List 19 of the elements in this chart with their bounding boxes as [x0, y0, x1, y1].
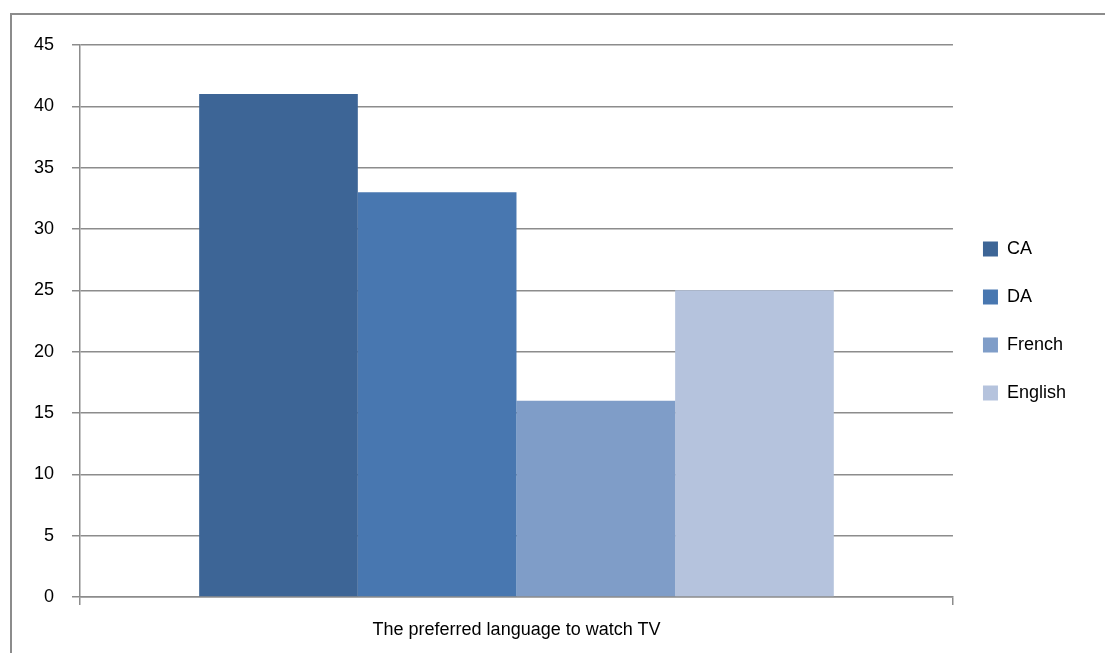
y-tick-label: 15: [33, 401, 54, 422]
legend-label: DA: [1006, 285, 1032, 306]
x-tick-label: The preferred language to watch TV: [372, 618, 661, 639]
bar: [199, 94, 358, 597]
y-tick-label: 30: [33, 217, 54, 238]
legend-label: CA: [1006, 237, 1032, 258]
y-tick-label: 10: [33, 463, 54, 484]
bar: [516, 400, 676, 597]
y-tick-label: 35: [33, 156, 54, 177]
y-tick-label: 5: [43, 524, 54, 545]
bar: [357, 192, 517, 597]
legend-label: English: [1006, 381, 1067, 402]
legend-label: French: [1006, 333, 1063, 354]
y-tick-label: 20: [33, 340, 54, 361]
y-tick-label: 0: [43, 585, 54, 606]
y-tick-label: 40: [33, 95, 54, 116]
bar: [675, 290, 834, 597]
y-tick-label: 25: [33, 279, 54, 300]
y-tick-label: 45: [33, 33, 54, 54]
